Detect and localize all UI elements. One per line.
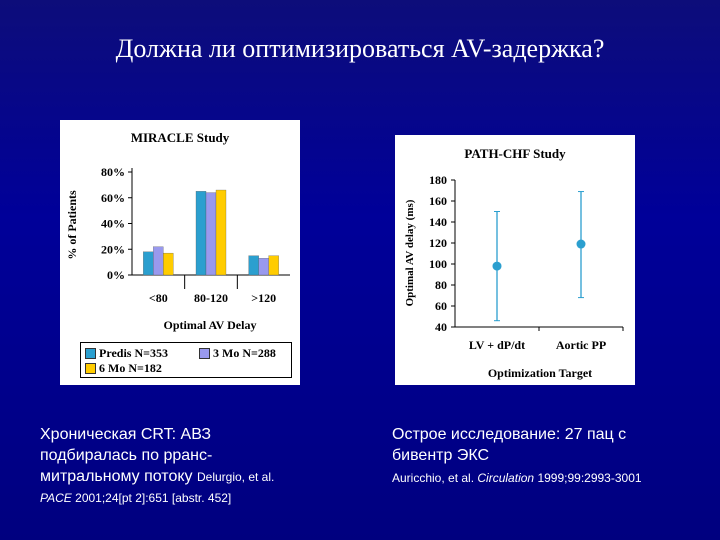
bar — [195, 191, 207, 276]
x-tick-label: <80 — [149, 291, 168, 305]
y-tick-label: 40 — [435, 320, 447, 334]
data-point — [492, 261, 502, 271]
legend-label: 6 Mo N=182 — [99, 361, 162, 375]
y-tick-label: 180 — [429, 173, 447, 187]
miracle-chart-title: MIRACLE Study — [130, 130, 230, 145]
legend-label: 3 Mo N=288 — [213, 346, 276, 360]
x-tick-label: Aortic PP — [556, 338, 606, 352]
miracle-bar-chart: % of Patients Optimal AV Delay 0% 20% 40% 6… — [65, 165, 290, 332]
y-tick-label: 0% — [107, 268, 125, 282]
left-caption-text: митральному потоку — [40, 468, 193, 485]
bar — [258, 258, 269, 276]
right-reference-detail: 1999;99:2993-3001 — [537, 471, 642, 485]
left-reference-journal: PACE — [40, 491, 72, 505]
legend-item-3mo: 3 Mo N=288 — [199, 346, 276, 361]
data-point — [576, 239, 586, 249]
path-chf-chart-panel: PATH-CHF Study Optimal AV delay (ms) Opt… — [395, 135, 635, 385]
bar — [268, 255, 279, 276]
y-tick-label: 20% — [101, 242, 125, 256]
y-tick-label: 60 — [435, 299, 447, 313]
x-tick-label: >120 — [251, 291, 276, 305]
right-caption: Острое исследование: 27 пац с бивентр ЭК… — [392, 424, 642, 489]
legend-item-6mo: 6 Mo N=182 — [85, 361, 162, 376]
bar — [153, 246, 164, 276]
legend-swatch — [199, 348, 210, 359]
x-tick-label: 80-120 — [194, 291, 228, 305]
y-tick-label: 80% — [101, 165, 125, 179]
y-tick-label: 60% — [101, 191, 125, 205]
y-tick-label: 120 — [429, 236, 447, 250]
x-axis-label: Optimal AV Delay — [164, 318, 257, 332]
right-reference-journal: Circulation — [477, 471, 535, 485]
bar — [163, 252, 174, 276]
right-reference-author: Auricchio, et al. — [392, 471, 475, 485]
y-axis-label: Optimal AV delay (ms) — [404, 199, 416, 306]
right-caption-line: бивентр ЭКС — [392, 447, 490, 464]
y-tick-label: 40% — [101, 217, 125, 231]
right-reference: Auricchio, et al. Circulation 1999;99:29… — [392, 468, 642, 489]
miracle-chart-panel: MIRACLE Study % of Patients Optimal AV D… — [60, 120, 300, 385]
right-caption-line: Острое исследование: 27 пац с — [392, 426, 627, 443]
y-tick-label: 80 — [435, 278, 447, 292]
left-caption-line: подбиралась по рранс- — [40, 447, 213, 464]
path-chf-chart-title: PATH-CHF Study — [464, 146, 566, 161]
left-reference-detail: 2001;24[pt 2]:651 [abstr. 452] — [75, 491, 232, 505]
y-axis-label: % of Patients — [65, 190, 79, 260]
legend-item-predis: Predis N=353 — [85, 346, 168, 361]
y-tick-label: 140 — [429, 215, 447, 229]
left-caption-line: Хроническая CRT: АВЗ — [40, 426, 212, 443]
x-tick-label: LV + dP/dt — [469, 338, 525, 352]
x-axis-label: Optimization Target — [488, 366, 592, 380]
bar — [205, 192, 217, 276]
left-reference: PACE 2001;24[pt 2]:651 [abstr. 452] — [40, 488, 274, 509]
y-tick-label: 100 — [429, 257, 447, 271]
bar — [143, 251, 154, 276]
bar — [215, 189, 227, 276]
miracle-legend: Predis N=353 3 Mo N=288 6 Mo N=182 — [80, 342, 292, 378]
left-caption-line: митральному потоку Delurgio, et al. — [40, 466, 274, 488]
bar — [248, 255, 259, 276]
left-caption: Хроническая CRT: АВЗ подбиралась по рран… — [40, 424, 274, 509]
left-reference-author: Delurgio, et al. — [196, 470, 275, 484]
legend-label: Predis N=353 — [99, 346, 168, 360]
legend-swatch — [85, 363, 96, 374]
slide-title: Должна ли оптимизироваться AV-задержка? — [115, 34, 605, 63]
y-tick-label: 160 — [429, 194, 447, 208]
legend-swatch — [85, 348, 96, 359]
path-chf-scatter-chart: Optimal AV delay (ms) Optimization Targe… — [404, 173, 624, 380]
